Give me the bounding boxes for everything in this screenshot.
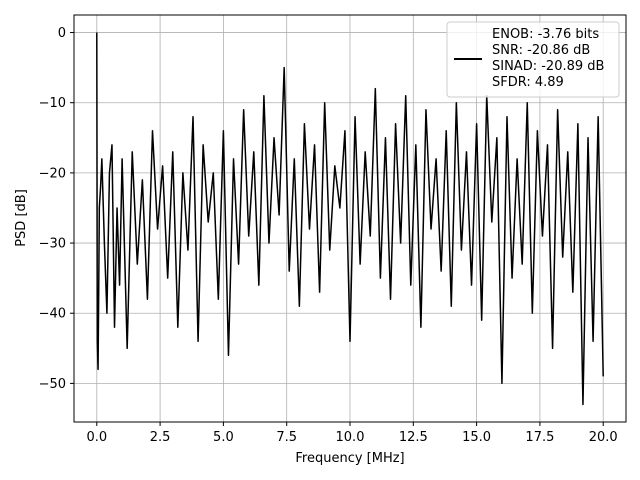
- x-tick-label: 0.0: [86, 430, 107, 445]
- y-tick-label: −50: [39, 377, 66, 392]
- legend-snr: SNR: -20.86 dB: [492, 43, 590, 58]
- x-tick-label: 20.0: [589, 430, 618, 445]
- legend-sfdr: SFDR: 4.89: [492, 75, 564, 90]
- y-tick-label: −40: [39, 307, 66, 322]
- x-axis-label: Frequency [MHz]: [295, 451, 404, 466]
- x-tick-label: 5.0: [213, 430, 234, 445]
- y-tick-label: −30: [39, 237, 66, 252]
- y-axis-ticks: 0 −10 −20 −30 −40 −50: [39, 26, 74, 392]
- y-tick-label: −10: [39, 96, 66, 111]
- y-axis-label: PSD [dB]: [14, 189, 29, 247]
- x-tick-label: 2.5: [150, 430, 171, 445]
- x-tick-label: 10.0: [336, 430, 365, 445]
- legend-box: [446, 21, 620, 98]
- x-tick-label: 15.0: [462, 430, 491, 445]
- legend-enob: ENOB: -3.76 bits: [492, 27, 599, 42]
- y-tick-label: −20: [39, 166, 66, 181]
- y-tick-label: 0: [58, 26, 66, 41]
- x-axis-ticks: 0.0 2.5 5.0 7.5 10.0 12.5 15.0 17.5 20.0: [86, 422, 618, 445]
- x-tick-label: 7.5: [276, 430, 297, 445]
- x-tick-label: 12.5: [399, 430, 428, 445]
- legend: ENOB: -3.76 bits SNR: -20.86 dB SINAD: -…: [446, 21, 620, 98]
- psd-series-line: [96, 32, 604, 406]
- x-tick-label: 17.5: [525, 430, 554, 445]
- legend-sinad: SINAD: -20.89 dB: [492, 59, 604, 74]
- series-layer: [96, 32, 604, 406]
